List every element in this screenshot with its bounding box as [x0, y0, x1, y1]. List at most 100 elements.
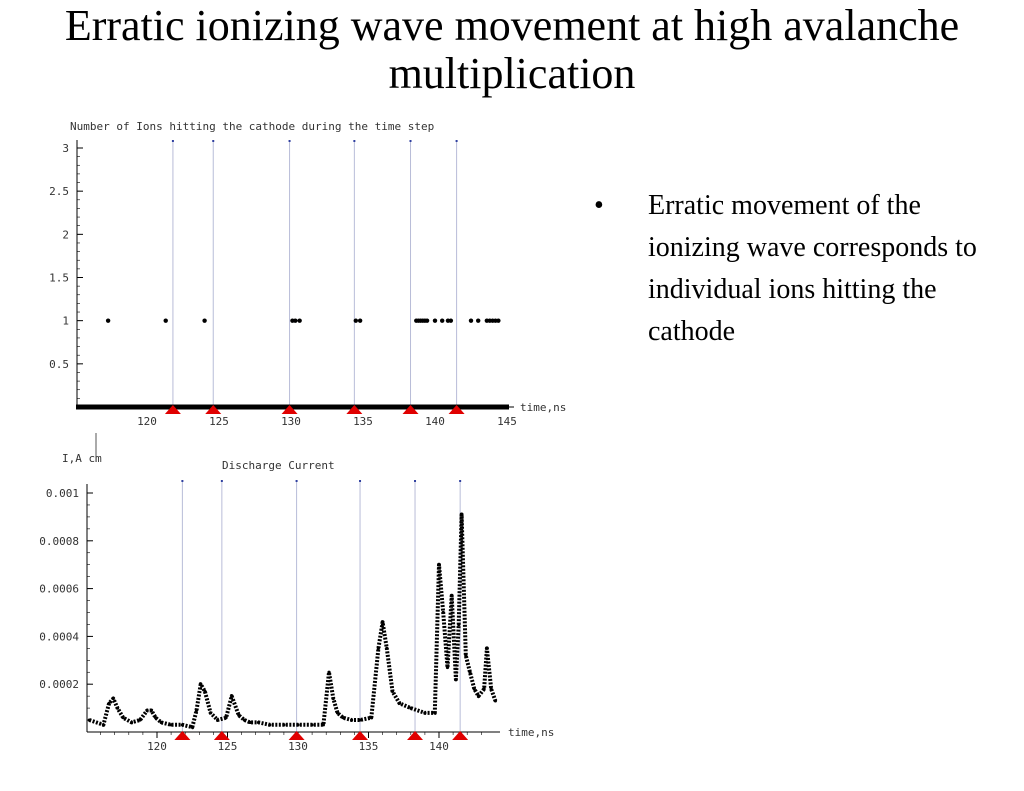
chart2-data-point: [327, 670, 331, 674]
chart1-data-point: [202, 318, 207, 323]
chart1-y-tick-label: 3: [62, 142, 69, 155]
chart2-event-marker: [407, 731, 424, 740]
chart1-y-tick-label: 0.5: [49, 358, 69, 371]
chart2-guide-cap: [220, 480, 223, 482]
chart2-data-point: [437, 563, 441, 567]
chart2-data-point: [385, 646, 389, 650]
chart2-data-point: [153, 716, 158, 720]
chart2-data-point: [194, 708, 199, 713]
chart2-y-tick-label: 0.0004: [39, 630, 79, 643]
chart1-x-tick-label: 145: [497, 415, 517, 428]
chart2-series-line: [88, 512, 498, 730]
chart1-event-marker: [205, 405, 222, 414]
chart2-data-point: [230, 694, 234, 698]
chart2-data-point: [459, 512, 464, 517]
chart2-data-point: [457, 622, 461, 627]
chart2-data-point: [358, 718, 362, 722]
chart1-data-point: [476, 318, 481, 323]
chart1-x-tick-label: 135: [353, 415, 373, 428]
chart2-title: Discharge Current: [222, 459, 335, 472]
chart2-data-point: [159, 720, 163, 725]
chart2-data-point: [203, 689, 207, 693]
chart1-x-tick-label: 140: [425, 415, 445, 428]
chart1-x-tick-label: 130: [281, 415, 301, 428]
chart2-data-point: [216, 718, 220, 722]
chart2-data-point: [199, 682, 203, 686]
chart2-data-point: [341, 716, 345, 720]
chart2-x-tick-label: 135: [359, 740, 379, 753]
chart1-x-tick-label: 120: [137, 415, 157, 428]
chart1-y-tick-label: 1.5: [49, 272, 69, 285]
chart2-data-point: [138, 718, 142, 722]
chart2-data-point: [130, 720, 134, 725]
chart2-data-point: [482, 687, 486, 691]
chart2-data-point: [397, 701, 402, 705]
chart2-data-point: [256, 720, 261, 725]
chart1-guide-cap: [353, 140, 356, 142]
chart2-y-tick-label: 0.001: [46, 487, 79, 500]
chart2-x-tick-label: 130: [288, 740, 308, 753]
chart2-data-point: [111, 696, 115, 701]
chart1-guide-cap: [171, 140, 174, 142]
chart1-data-point: [293, 318, 298, 323]
chart2-y-label: I,A cm: [62, 452, 102, 465]
chart1-data-point: [357, 318, 363, 323]
chart2-data-point: [115, 706, 120, 710]
chart1-guide-cap: [288, 140, 291, 142]
chart2-data-point: [450, 594, 454, 598]
chart1-event-marker: [281, 405, 298, 414]
chart2-x-tick-label: 125: [218, 740, 238, 753]
slide-title: Erratic ionizing wave movement at high a…: [64, 1, 960, 98]
chart2-data-point: [331, 696, 335, 701]
chart2-data-point: [441, 610, 445, 615]
chart1-guide-cap: [212, 140, 215, 142]
chart2-data-point: [224, 716, 228, 720]
chart2-data-point: [409, 706, 413, 710]
chart2-x-tick-label: 120: [147, 740, 167, 753]
chart2-event-marker: [452, 731, 469, 740]
chart1-data-point: [440, 318, 445, 323]
chart2-event-marker: [174, 731, 191, 740]
chart2-x-label: time,ns: [508, 726, 554, 739]
chart2-data-point: [190, 725, 194, 729]
chart1-event-marker: [164, 405, 181, 414]
chart2-data-point: [268, 723, 272, 727]
chart2-data-point: [468, 670, 472, 674]
chart2-data-point: [145, 708, 149, 713]
chart2-data-point: [485, 646, 489, 650]
chart2-crop-mask: [0, 480, 33, 700]
chart2-data-point: [310, 723, 314, 727]
chart2-guide-cap: [414, 480, 417, 482]
chart1-data-point: [105, 318, 111, 323]
chart2-data-point: [237, 713, 241, 717]
chart1-title: Number of Ions hitting the cathode durin…: [70, 120, 434, 133]
bullet-dot: •: [594, 190, 604, 221]
chart2-y-tick-label: 0.0008: [39, 535, 79, 548]
chart1-y-tick-label: 2.5: [49, 185, 69, 198]
chart1-event-marker: [346, 405, 363, 414]
chart2-data-point: [472, 687, 476, 691]
chart2-data-point: [369, 716, 373, 720]
chart1-guide-cap: [455, 140, 458, 142]
chart1-data-point: [353, 318, 358, 323]
chart2-data-point: [296, 723, 300, 727]
chart2-data-point: [476, 694, 481, 698]
chart2-event-marker: [288, 731, 305, 740]
chart2-data-point: [101, 723, 106, 727]
chart2-data-point: [489, 687, 493, 691]
chart2-data-point: [493, 699, 497, 703]
chart2-guide-cap: [359, 480, 362, 482]
chart2-y-tick-label: 0.0006: [39, 583, 79, 596]
chart2-event-marker: [352, 731, 369, 740]
chart2-data-point: [180, 723, 184, 727]
chart1-data-point: [424, 318, 430, 323]
chart2-guide-cap: [295, 480, 298, 482]
chart1-event-marker: [448, 405, 465, 414]
chart1-x-label: time,ns: [520, 401, 566, 414]
chart2-data-point: [381, 620, 385, 624]
chart2-data-point: [248, 720, 252, 725]
chart1-data-point: [432, 318, 438, 323]
chart2-data-point: [149, 708, 153, 713]
chart2-y-tick-label: 0.0002: [39, 678, 79, 691]
